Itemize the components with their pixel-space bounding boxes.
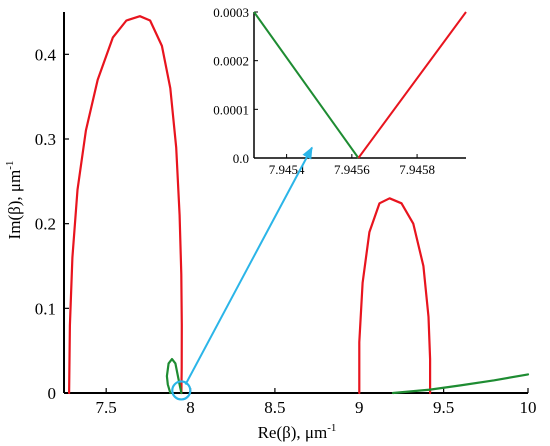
main-series [67,15,530,395]
y-tick-label: 0.1 [35,299,56,318]
series-line-green [391,373,530,395]
zoom-arrow [184,146,313,386]
x-tick-label: 9.5 [433,398,454,417]
inset-y-tick-label: 0.0 [233,151,249,166]
x-axis-label-sup: -1 [327,422,336,434]
inset-series-line-green [253,11,360,159]
inset-x-tick-label: 7.9456 [334,162,370,177]
x-axis-label-text: Re(β), μm [258,423,328,442]
inset-chart: 7.9454 7.9456 7.9458 0.0 0.0001 0.0002 0.0003 [213,5,468,177]
inset-x-tick-label: 7.9458 [399,162,435,177]
x-tick-label: 10 [520,398,537,417]
y-tick-label: 0.4 [35,45,57,64]
x-tick-label: 7.5 [96,398,117,417]
zoom-circle [171,380,192,401]
y-axis-label-sup: -1 [4,161,16,170]
inset-series-line-red [357,11,467,159]
x-axis-label: Re(β), μm-1 [258,422,337,442]
inset-y-tick-label: 0.0003 [213,5,249,20]
inset-series [253,11,467,159]
inset-x-tick-label: 7.9454 [269,162,305,177]
y-tick-label: 0.3 [35,130,56,149]
x-tick-label: 9 [355,398,364,417]
y-axis-label: Im(β), μm-1 [4,161,24,240]
svg-text:Im(β), μm-1: Im(β), μm-1 [4,161,24,240]
series-line-red [358,197,432,395]
inset-background [254,8,468,158]
main-axes [63,12,528,394]
annotations [171,146,313,401]
x-tick-label: 8.5 [264,398,285,417]
x-tick-label: 8 [186,398,195,417]
series-line-red [67,15,183,395]
series-line-green [165,358,183,395]
y-tick-label: 0 [48,384,57,403]
inset-y-tick-label: 0.0002 [213,54,249,69]
y-tick-label: 0.2 [35,215,56,234]
y-axis-label-text: Im(β), μm [5,170,24,240]
svg-text:Re(β), μm-1: Re(β), μm-1 [258,422,337,442]
inset-y-tick-label: 0.0001 [213,102,249,117]
main-ticks: 7.5 8 8.5 9 9.5 10 0 0.1 0.2 0.3 0.4 [35,45,537,417]
inset-ticks: 7.9454 7.9456 7.9458 0.0 0.0001 0.0002 0.0003 [213,5,435,177]
